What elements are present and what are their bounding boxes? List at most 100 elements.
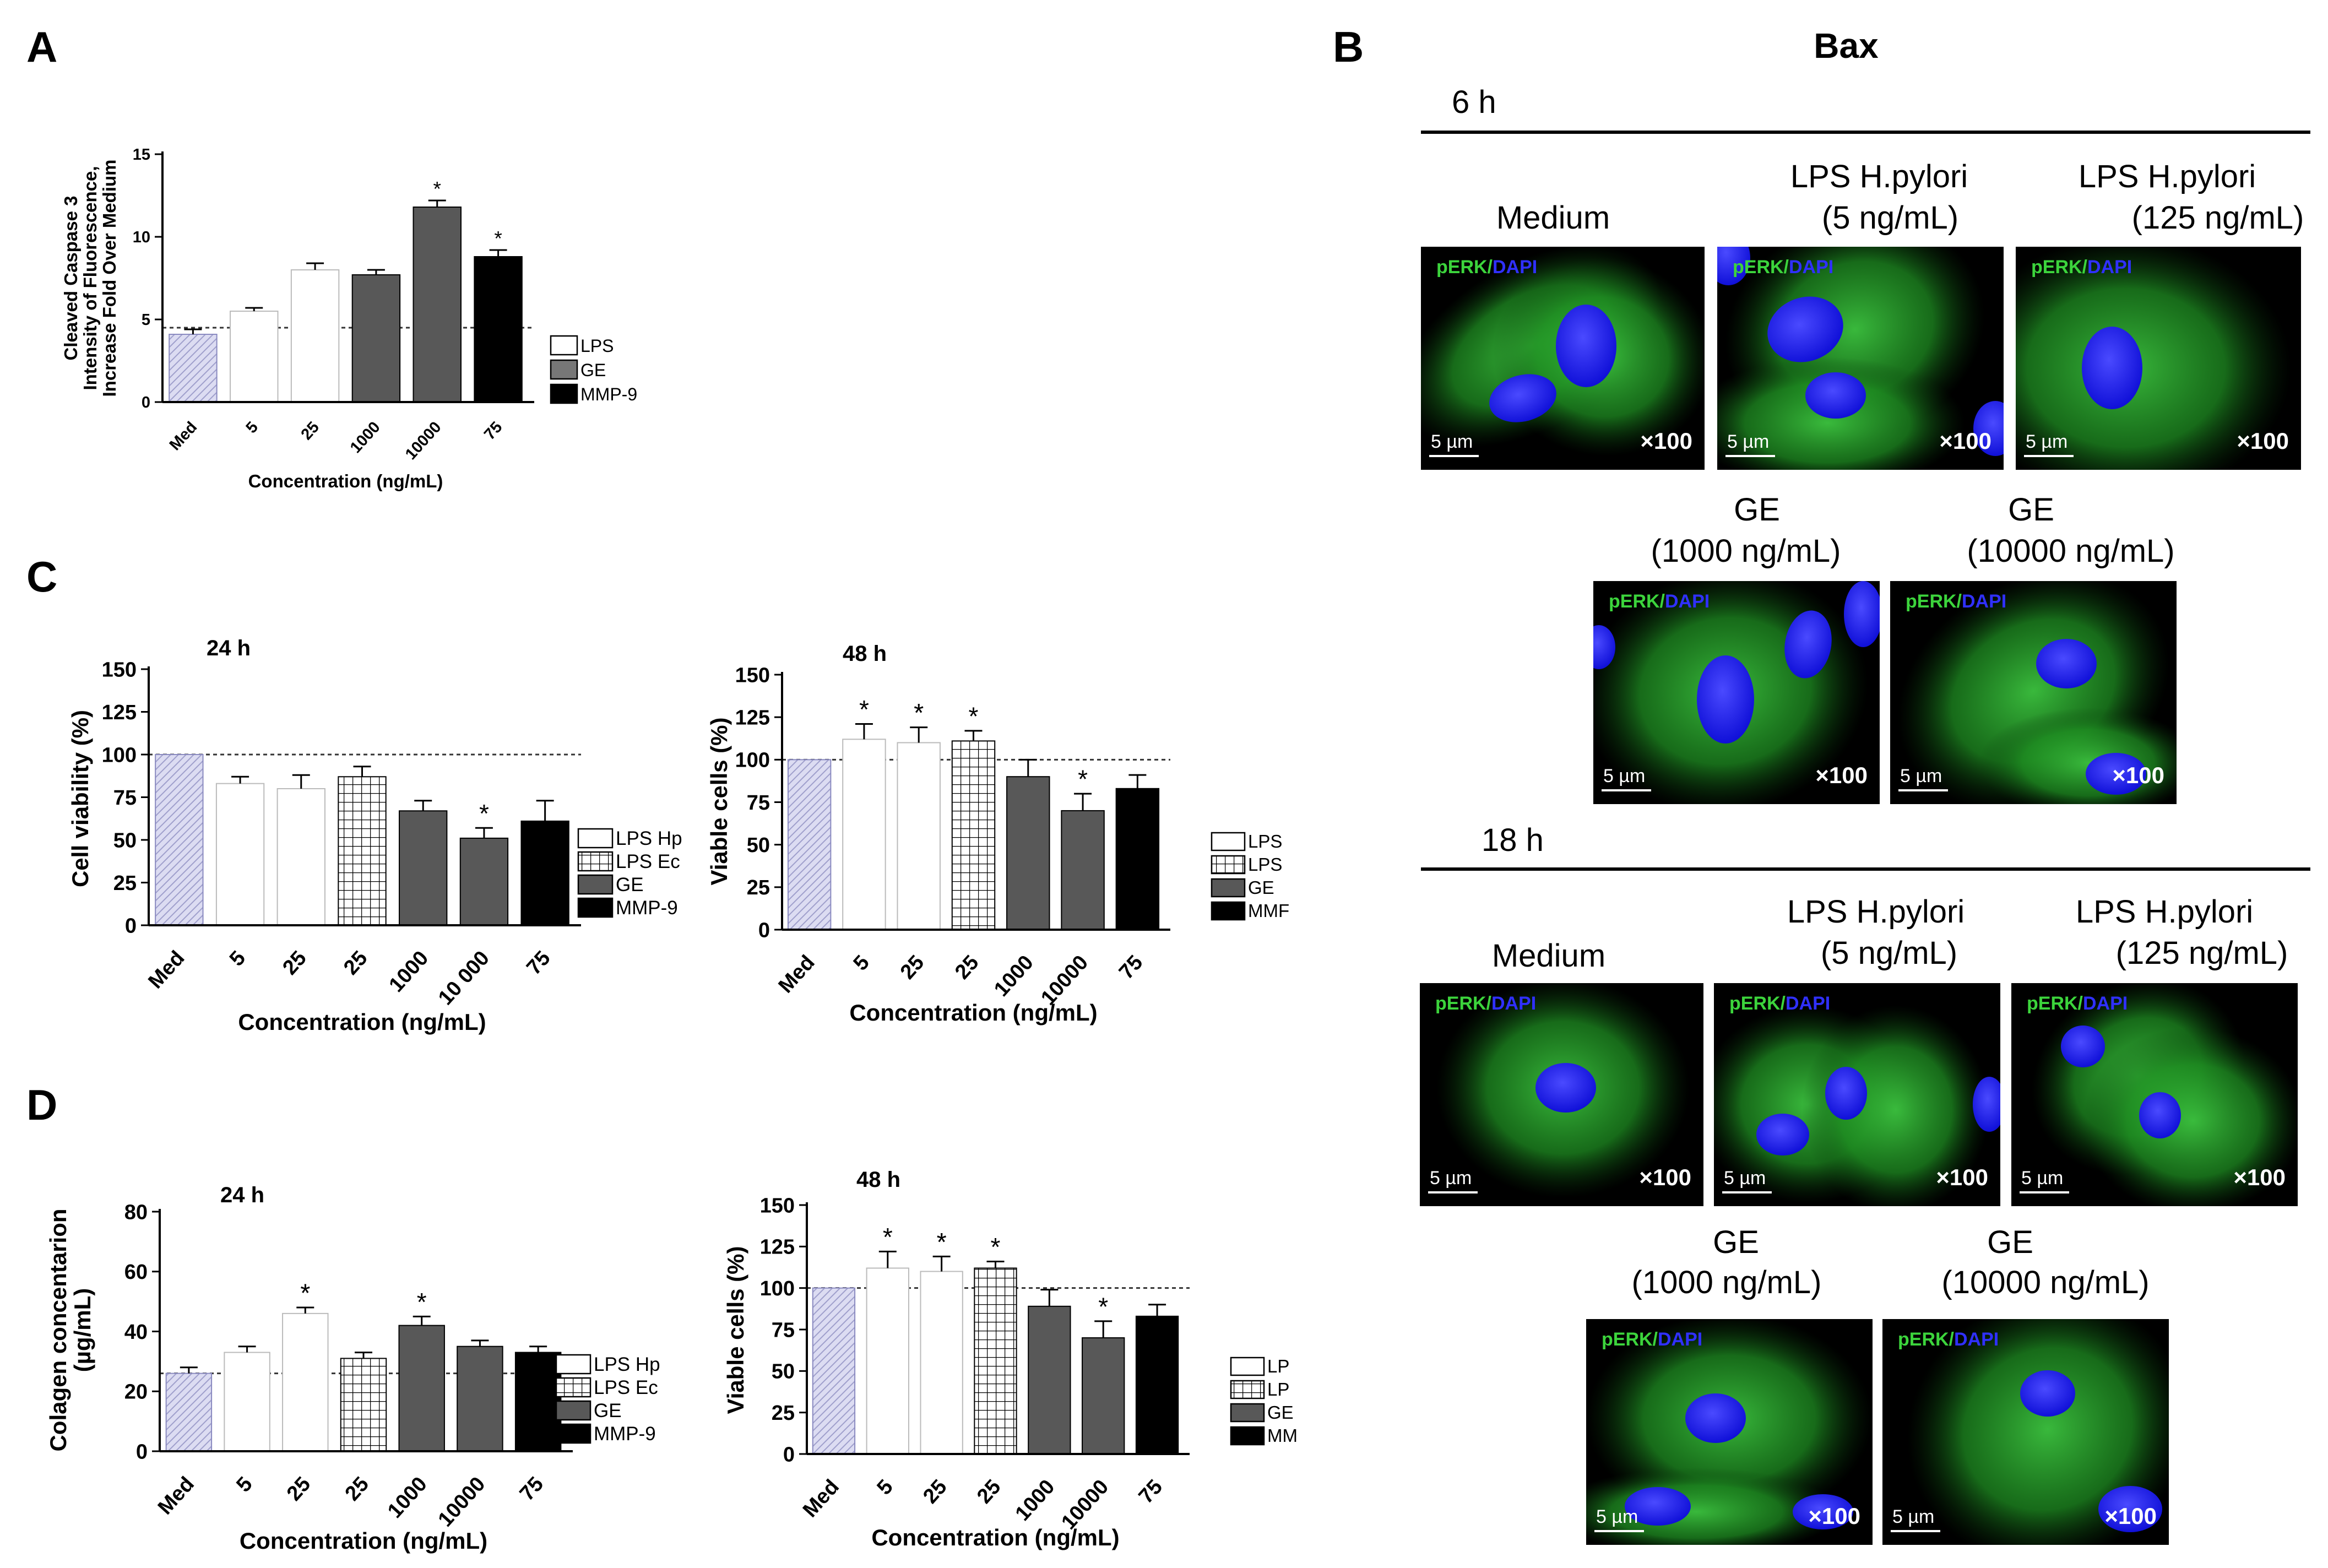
micrograph-image: pERK/DAPI 5 µm ×100	[1593, 581, 1880, 804]
micrograph-content	[2016, 247, 2291, 470]
bar-25	[951, 740, 996, 930]
x-tick-label: 25	[298, 419, 323, 443]
header-18h-lps5-line1: LPS H.pylori	[1787, 894, 1965, 930]
cell-nucleus	[1756, 1114, 1809, 1155]
bar-25	[276, 788, 325, 926]
x-tick-label: 25	[896, 951, 929, 984]
scale-bar-label: 5 µm	[1431, 431, 1473, 452]
y-tick-label: 25	[113, 872, 137, 895]
x-tick-label: 25	[283, 1473, 316, 1506]
magnification-label: ×100	[1815, 762, 1868, 788]
bar-5	[224, 1352, 270, 1452]
scale-bar-label: 5 µm	[2026, 431, 2067, 452]
y-tick-label: 125	[735, 706, 770, 729]
micrograph-image: pERK/DAPI 5 µm ×100	[1421, 247, 1705, 470]
magnification-label: ×100	[2233, 1164, 2286, 1190]
header-6h-ge1000-line1: GE	[1734, 492, 1780, 528]
micrograph-panel: Bax 6 h 18 h Medium LPS H.pylori (5 ng/m…	[1420, 26, 2310, 1545]
bar-75	[474, 256, 523, 403]
significance-star: *	[937, 1228, 947, 1256]
cell-cytoplasm	[1897, 581, 2169, 804]
cell-nucleus	[1717, 247, 1750, 285]
y-tick-label: 0	[783, 1443, 795, 1466]
stain-label: pERK/DAPI	[1898, 1329, 1999, 1350]
cell-nucleus	[1535, 1063, 1596, 1113]
chart-title: 48 h	[843, 642, 887, 666]
x-tick-label: Med	[154, 1473, 199, 1520]
bar-25	[282, 1312, 329, 1452]
bar-1000	[351, 274, 401, 403]
x-tick-label: 1000	[385, 947, 433, 997]
y-tick-label: 0	[125, 914, 137, 937]
chart-a: * * 0 5 10 15 Med 5 25 1000 10000 75 Concentration (…	[61, 146, 637, 491]
header-6h-lps5-line1: LPS H.pylori	[1790, 159, 1968, 194]
y-tick-label: 150	[735, 664, 770, 687]
y-tick-label: 5	[142, 311, 150, 329]
x-tick-label: 75	[1135, 1475, 1168, 1509]
bar-10000	[1061, 810, 1105, 931]
bar-25	[920, 1271, 963, 1455]
micrograph-image: pERK/DAPI 5 µm ×100	[1890, 581, 2177, 804]
cell-nucleus	[1844, 581, 1880, 647]
bar-75	[520, 820, 569, 926]
stain-green: pERK/	[1906, 591, 1962, 612]
y-axis-label: Colagen concentarion	[45, 1208, 71, 1451]
micrograph-content	[2032, 983, 2298, 1206]
x-tick-label: Med	[799, 1475, 844, 1522]
cell-nucleus	[2061, 1026, 2105, 1067]
significance-star: *	[479, 799, 489, 828]
significance-star: *	[494, 227, 502, 249]
bar-10000	[1082, 1337, 1125, 1455]
x-tick-label: 1000	[990, 951, 1038, 1001]
y-tick-label: 0	[136, 1440, 148, 1463]
x-tick-label: 25	[919, 1475, 952, 1509]
stain-green: pERK/	[1898, 1329, 1955, 1350]
cell-nucleus	[2098, 1486, 2162, 1532]
stain-blue: DAPI	[1962, 591, 2006, 612]
header-6h-medium: Medium	[1496, 200, 1610, 236]
x-axis-label: Concentration (ng/mL)	[248, 471, 443, 491]
legend-label: LPS Ec	[594, 1377, 658, 1398]
cell-nucleus	[2086, 753, 2146, 795]
micrograph-image: pERK/DAPI 5 µm ×100	[1717, 247, 2004, 470]
significance-star: *	[300, 1279, 310, 1307]
micrograph-image: pERK/DAPI 5 µm ×100	[1420, 983, 1703, 1206]
y-tick-label: 75	[113, 786, 137, 810]
micrograph-content	[1593, 581, 1880, 804]
bar-Med	[155, 754, 204, 926]
legend-label: LP	[1267, 1356, 1289, 1376]
y-tick-label: 100	[735, 749, 770, 772]
y-tick-label: 50	[113, 829, 137, 852]
micrograph-content	[1421, 247, 1705, 457]
header-18h-ge1000-line1: GE	[1713, 1224, 1759, 1260]
scale-bar-label: 5 µm	[1727, 431, 1769, 452]
y-tick-label: 25	[772, 1402, 795, 1425]
cell-nucleus	[1625, 1487, 1691, 1526]
micrograph-content	[1907, 1319, 2169, 1545]
bar-75	[1115, 788, 1160, 930]
micrograph-content	[1714, 1005, 2000, 1206]
legend-label: GE	[1248, 877, 1274, 898]
cell-nucleus	[1793, 1494, 1853, 1529]
bar-1000	[399, 810, 448, 926]
stain-label: pERK/DAPI	[2031, 257, 2132, 278]
scale-bar-label: 5 µm	[1596, 1506, 1638, 1527]
bar-Med	[165, 1372, 213, 1452]
bar-5	[215, 783, 265, 926]
scale-bar-label: 5 µm	[1430, 1168, 1472, 1189]
magnification-label: ×100	[2237, 428, 2289, 454]
y-tick-label: 50	[747, 834, 770, 857]
stain-green: pERK/	[2031, 257, 2088, 278]
legend-swatch	[1230, 1403, 1265, 1423]
header-6h-lps5-line2: (5 ng/mL)	[1822, 200, 1958, 236]
legend-swatch	[555, 1354, 592, 1375]
panel-letter-b: B	[1333, 23, 1364, 71]
y-tick-label: 10	[133, 229, 150, 246]
scale-bar-label: 5 µm	[2021, 1168, 2063, 1189]
bar-25	[897, 742, 941, 930]
magnification-label: ×100	[1640, 428, 1692, 454]
stain-label: pERK/DAPI	[1906, 591, 2006, 612]
x-tick-label: 25	[973, 1475, 1006, 1509]
bar-25	[338, 776, 387, 926]
